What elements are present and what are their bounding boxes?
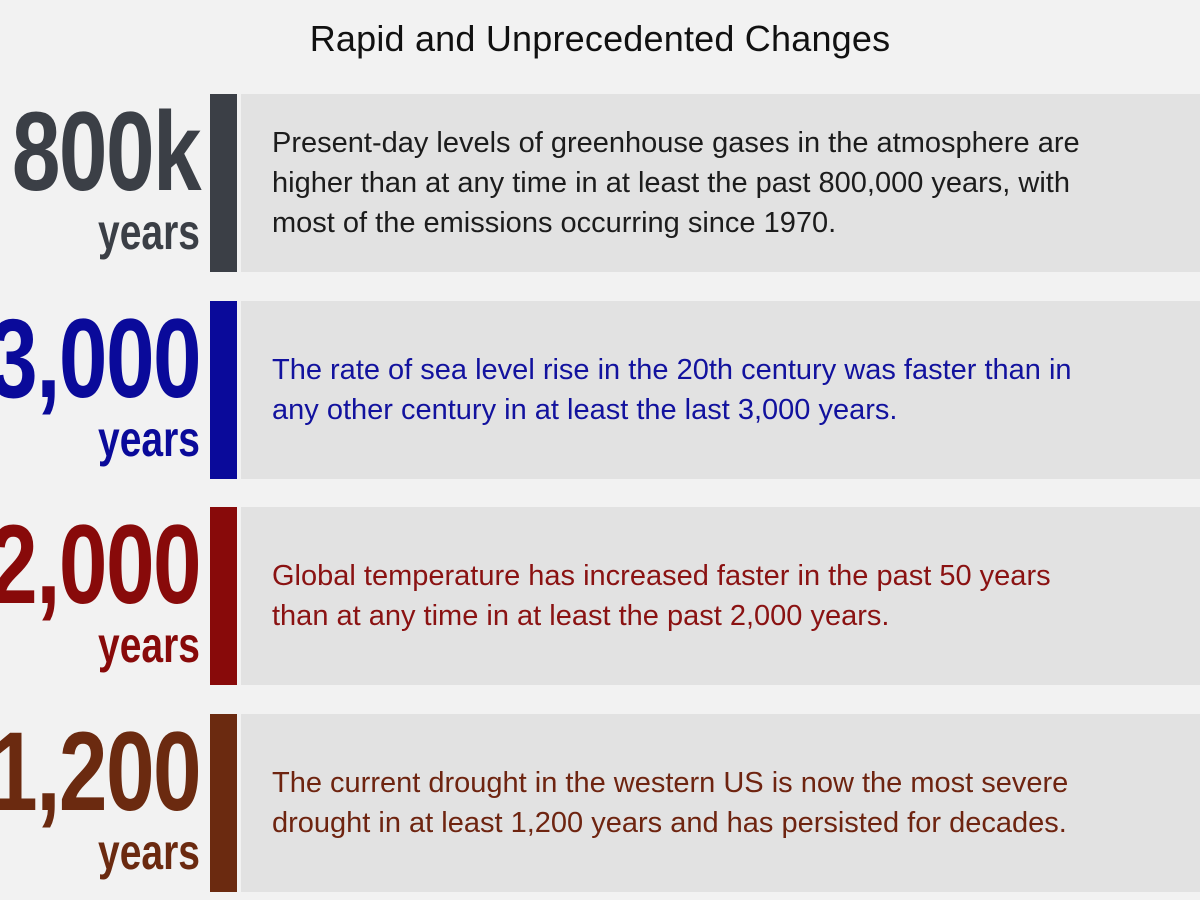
stat-number: 3,000	[0, 296, 202, 421]
accent-bar	[210, 714, 237, 892]
stat-unit: years	[98, 617, 200, 673]
fact-line: The rate of sea level rise in the 20th c…	[272, 354, 1072, 386]
fact-text: The rate of sea level rise in the 20th c…	[272, 301, 1200, 479]
stat-number: 2,000	[0, 502, 202, 627]
fact-line: The current drought in the western US is…	[272, 767, 1069, 799]
accent-bar	[210, 301, 237, 479]
slide-title: Rapid and Unprecedented Changes	[309, 18, 891, 59]
fact-text: The current drought in the western US is…	[272, 714, 1200, 892]
fact-row-drought: 1,200 years The current drought in the w…	[0, 714, 1200, 892]
accent-bar	[210, 94, 237, 272]
fact-panel: Present-day levels of greenhouse gases i…	[241, 94, 1200, 272]
fact-line: most of the emissions occurring since 19…	[272, 207, 837, 239]
fact-line: higher than at any time in at least the …	[272, 167, 1070, 199]
stat-unit: years	[98, 204, 200, 260]
accent-bar	[210, 507, 237, 685]
fact-line: Global temperature has increased faster …	[272, 560, 1051, 592]
fact-line: than at any time in at least the past 2,…	[272, 600, 890, 632]
fact-line: Present-day levels of greenhouse gases i…	[272, 127, 1080, 159]
fact-line: any other century in at least the last 3…	[272, 394, 898, 426]
fact-text: Global temperature has increased faster …	[272, 507, 1200, 685]
fact-panel: Global temperature has increased faster …	[241, 507, 1200, 685]
stat-number: 800k	[11, 89, 202, 214]
fact-row-greenhouse-gases: 800k years Present-day levels of greenho…	[0, 94, 1200, 272]
fact-text: Present-day levels of greenhouse gases i…	[272, 94, 1200, 272]
fact-panel: The rate of sea level rise in the 20th c…	[241, 301, 1200, 479]
fact-row-global-temperature: 2,000 years Global temperature has incre…	[0, 507, 1200, 685]
stat-unit: years	[98, 411, 200, 467]
stat-number: 1,200	[0, 709, 202, 834]
fact-line: drought in at least 1,200 years and has …	[272, 807, 1067, 839]
fact-panel: The current drought in the western US is…	[241, 714, 1200, 892]
fact-row-sea-level: 3,000 years The rate of sea level rise i…	[0, 301, 1200, 479]
stat-unit: years	[98, 824, 200, 880]
